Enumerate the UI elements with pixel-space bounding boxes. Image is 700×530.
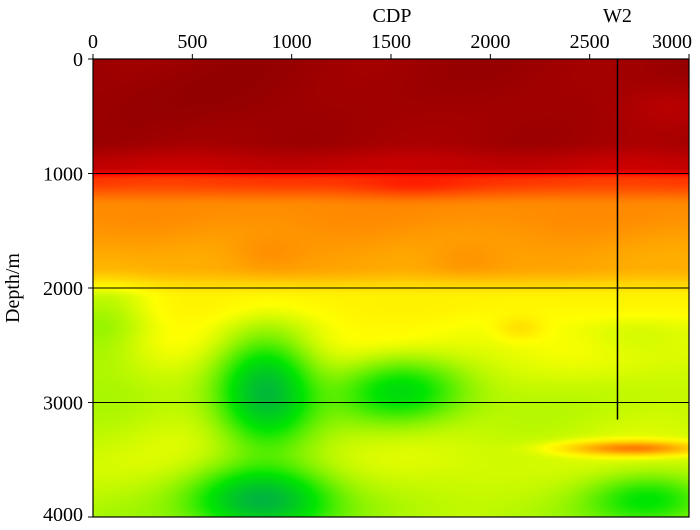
x-tick-label: 1000	[272, 31, 312, 53]
gridlines	[93, 173, 689, 403]
x-axis-title: CDP	[373, 5, 412, 27]
well-label: W2	[603, 5, 632, 27]
y-axis-title: Depth/m	[2, 253, 24, 323]
y-axis-ticks: 0 1000 2000 3000 4000	[43, 49, 93, 526]
x-tick-label: 0	[88, 31, 98, 53]
x-tick-label: 2500	[570, 31, 610, 53]
x-tick-label: 1500	[371, 31, 411, 53]
y-tick-label: 1000	[43, 164, 83, 186]
x-axis-ticks: 0 500 1000 1500 2000 2500 3000	[88, 31, 692, 59]
y-tick-label: 3000	[43, 393, 83, 415]
x-tick-label: 3000	[652, 31, 692, 53]
y-tick-label: 2000	[43, 278, 83, 300]
y-tick-label: 4000	[43, 504, 83, 526]
y-tick-label: 0	[73, 49, 83, 71]
x-tick-label: 2000	[470, 31, 510, 53]
well-marker: W2	[603, 5, 632, 420]
x-tick-label: 500	[177, 31, 207, 53]
